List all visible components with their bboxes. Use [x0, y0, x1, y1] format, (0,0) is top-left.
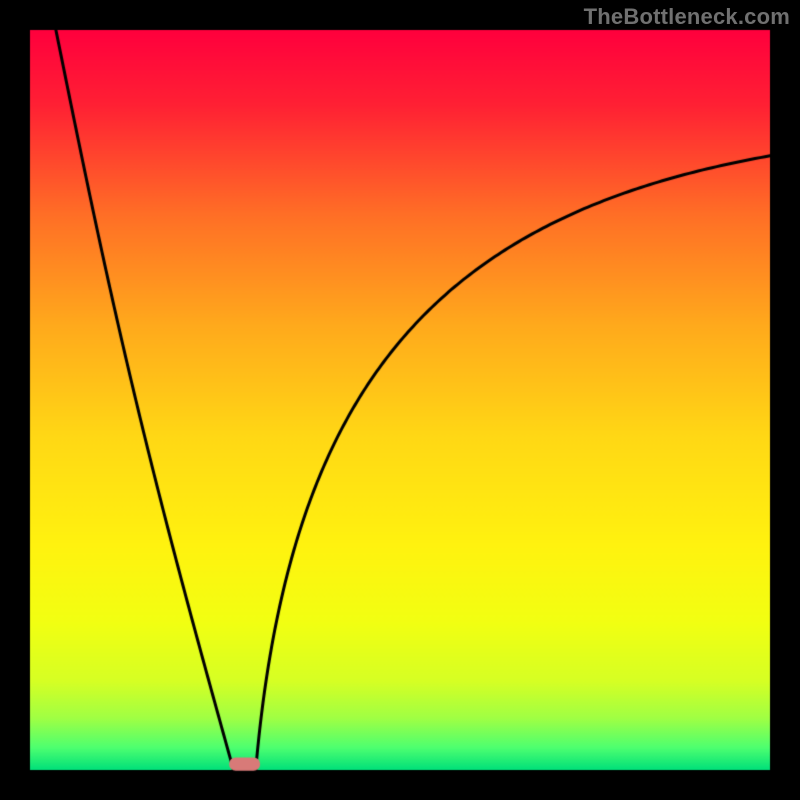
chart-container: TheBottleneck.com: [0, 0, 800, 800]
bottleneck-chart-canvas: [0, 0, 800, 800]
watermark-text: TheBottleneck.com: [584, 4, 790, 30]
